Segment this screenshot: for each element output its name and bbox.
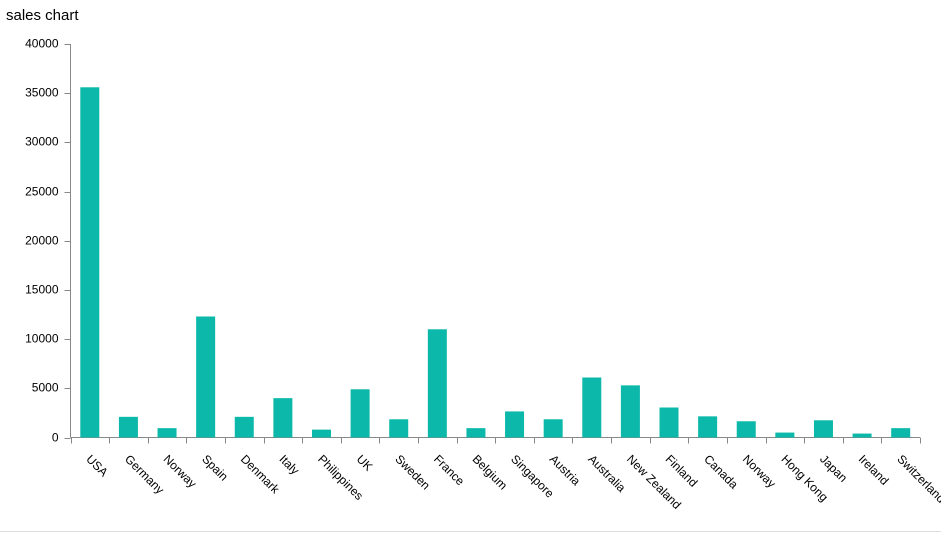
x-tick-label: Switzerland xyxy=(894,452,941,506)
bar xyxy=(350,389,370,438)
bar xyxy=(891,428,911,438)
y-tick-label: 20000 xyxy=(25,234,59,248)
bar xyxy=(196,316,216,438)
bar xyxy=(118,416,138,438)
x-tick-label: Australia xyxy=(585,452,628,495)
y-tick-label: 0 xyxy=(52,431,59,445)
bar xyxy=(157,428,177,438)
x-tick-label: Germany xyxy=(122,452,167,497)
x-tick-label: Austria xyxy=(547,452,584,489)
bar xyxy=(505,411,525,438)
bar xyxy=(466,428,486,438)
x-tick-label: Finland xyxy=(663,452,701,490)
y-tick-label: 15000 xyxy=(25,283,59,297)
x-tick-label: Denmark xyxy=(238,452,283,497)
bar xyxy=(620,385,640,438)
x-tick-label: Sweden xyxy=(392,452,433,493)
x-tick-label: Canada xyxy=(701,452,741,492)
bar xyxy=(80,87,100,438)
bar xyxy=(543,419,563,438)
bar xyxy=(736,421,756,438)
x-tick-label: Ireland xyxy=(856,452,892,488)
bar xyxy=(698,416,718,438)
bar xyxy=(427,329,447,438)
x-tick-label: Norway xyxy=(740,452,779,491)
chart-title: sales chart xyxy=(6,7,79,24)
y-tick-label: 30000 xyxy=(25,135,59,149)
y-tick-label: 25000 xyxy=(25,185,59,199)
x-tick-label: Japan xyxy=(817,452,850,485)
bar xyxy=(273,398,293,438)
bar xyxy=(659,407,679,438)
x-tick-label: Norway xyxy=(161,452,200,491)
x-tick-label: France xyxy=(431,452,468,489)
bar xyxy=(234,416,254,438)
y-tick-label: 10000 xyxy=(25,332,59,346)
bar xyxy=(311,429,331,438)
bar xyxy=(813,420,833,438)
bar xyxy=(852,433,872,438)
bar xyxy=(775,432,795,438)
bar xyxy=(582,377,602,438)
y-tick-label: 35000 xyxy=(25,86,59,100)
x-tick-label: USA xyxy=(83,452,110,479)
y-tick-label: 5000 xyxy=(32,381,59,395)
y-tick-label: 40000 xyxy=(25,37,59,51)
x-tick-label: UK xyxy=(354,452,376,474)
x-tick-label: Belgium xyxy=(470,452,511,493)
x-tick-label: Italy xyxy=(277,452,302,477)
bar xyxy=(389,419,409,438)
x-tick-label: Spain xyxy=(199,452,231,484)
